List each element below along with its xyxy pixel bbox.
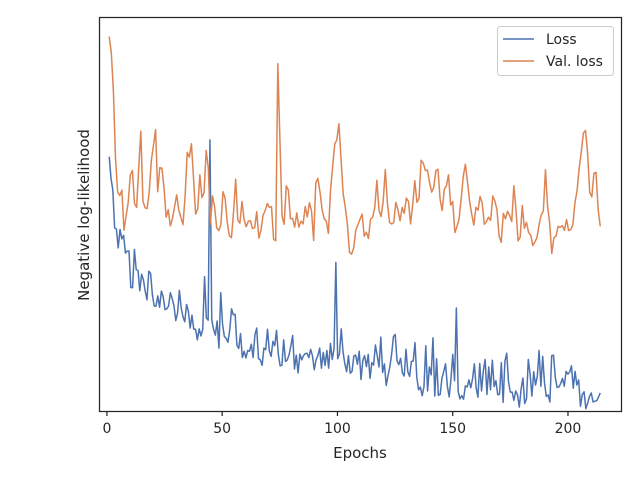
x-tick-label: 100 <box>324 421 351 437</box>
series-line-loss <box>108 139 601 410</box>
x-axis-label: Epochs <box>333 444 387 462</box>
x-tick-label: 50 <box>213 421 231 437</box>
plot-frame <box>98 16 623 413</box>
legend-label-val-loss: Val. loss <box>546 54 603 70</box>
legend: Loss Val. loss <box>497 26 614 76</box>
x-tick-label: 150 <box>439 421 466 437</box>
legend-label-loss: Loss <box>546 32 577 48</box>
series-line-val-loss <box>108 36 601 255</box>
x-tick-label: 200 <box>555 421 582 437</box>
x-tick-label: 0 <box>102 421 111 437</box>
x-axis: 0 50 100 150 200 <box>102 411 581 437</box>
y-axis-label: Negative log-likelihood <box>75 129 93 301</box>
series-layer <box>108 36 601 410</box>
